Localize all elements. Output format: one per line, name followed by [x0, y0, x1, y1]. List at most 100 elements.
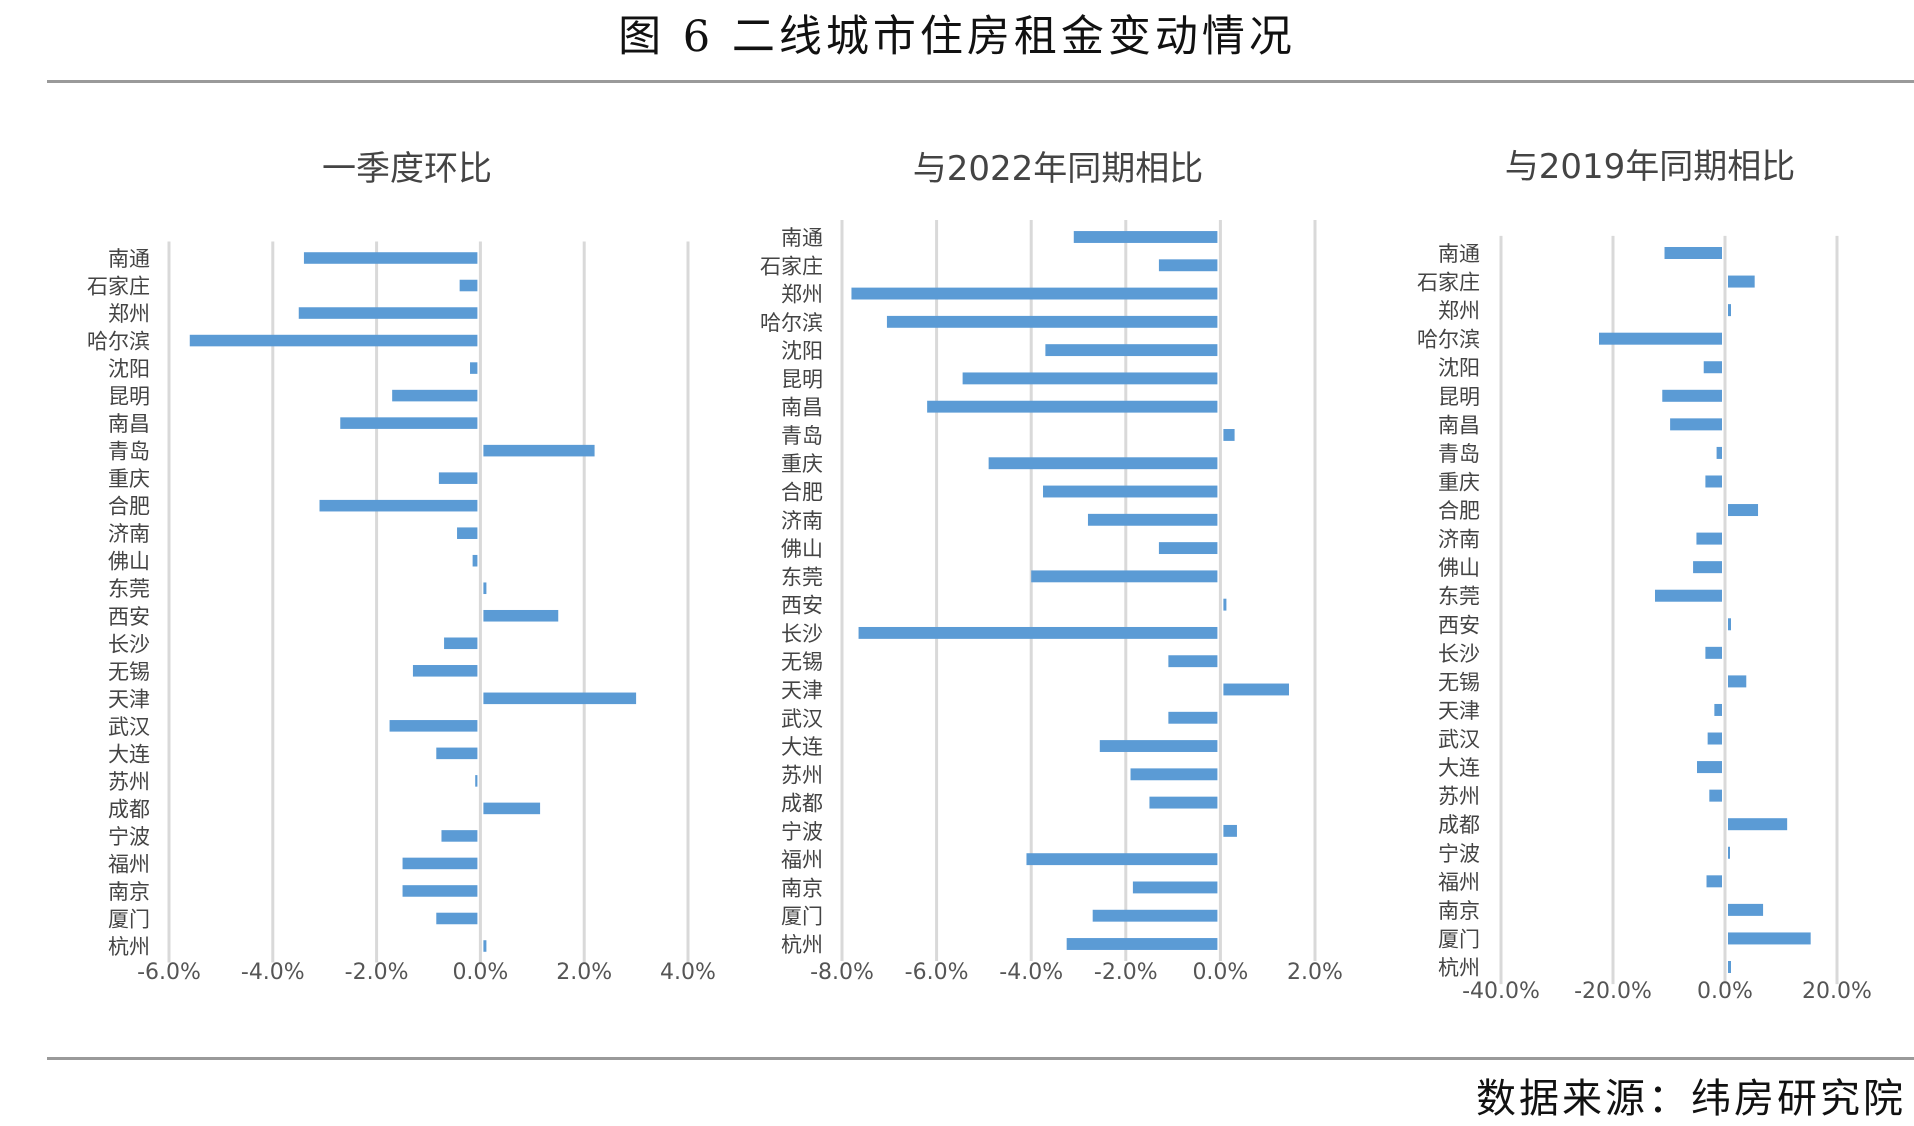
- chart-1-tick-label: 0.0%: [452, 960, 508, 985]
- chart-1-category-label: 哈尔滨: [87, 330, 150, 354]
- figure-title: 图 6 二线城市住房租金变动情况: [618, 12, 1296, 62]
- chart-3-bar: [1709, 789, 1722, 802]
- source-note: 数据来源：纬房研究院: [1476, 1076, 1906, 1122]
- chart-2-category-label: 哈尔滨: [760, 311, 823, 335]
- chart-2-bar: [1223, 429, 1235, 441]
- chart-3-bar: [1707, 732, 1722, 745]
- chart-1-bar: [402, 885, 478, 897]
- chart-3-tick-label: -20.0%: [1574, 979, 1652, 1004]
- chart-2-bar: [851, 287, 1218, 300]
- chart-2-bar: [1099, 740, 1218, 752]
- chart-1-bar: [483, 940, 487, 952]
- chart-3-bar: [1705, 646, 1722, 659]
- chart-1-category-label: 南京: [108, 880, 150, 904]
- chart-2-category-label: 南昌: [781, 396, 823, 420]
- chart-3-bar: [1599, 332, 1722, 345]
- chart-1-bar: [475, 775, 478, 787]
- chart-2-category-label: 宁波: [781, 820, 823, 844]
- chart-1-bar: [319, 499, 478, 512]
- chart-2-bar: [1223, 824, 1237, 837]
- chart-1-bar: [438, 472, 478, 484]
- chart-1-category-label: 厦门: [108, 907, 150, 931]
- chart-3-category-label: 南通: [1438, 242, 1480, 266]
- chart-3-bar: [1728, 932, 1811, 945]
- chart-1-bar: [444, 637, 478, 650]
- top-rule: [47, 80, 1914, 83]
- chart-3-category-label: 天津: [1438, 699, 1480, 723]
- chart-1-bar: [340, 417, 478, 429]
- chart-3-bar: [1664, 247, 1722, 259]
- chart-2-bar: [1031, 570, 1218, 583]
- chart-2-bar: [1092, 909, 1218, 922]
- chart-3-category-label: 东莞: [1438, 585, 1480, 609]
- chart-1-category-label: 长沙: [108, 632, 150, 656]
- chart-3-category-label: 南京: [1438, 899, 1480, 923]
- bottom-rule: [47, 1057, 1914, 1060]
- chart-3-category-label: 大连: [1438, 756, 1480, 780]
- chart-2-category-label: 西安: [781, 594, 823, 618]
- chart-3-bar: [1728, 304, 1731, 317]
- chart-1-tick-label: -4.0%: [241, 960, 305, 985]
- chart-1-category-label: 济南: [108, 522, 150, 546]
- chart-3-category-label: 宁波: [1438, 842, 1480, 866]
- chart-1-category-label: 南通: [108, 247, 150, 271]
- chart-1-bar: [436, 747, 478, 760]
- chart-2-tick-label: 0.0%: [1192, 960, 1248, 985]
- chart-2-category-label: 武汉: [781, 707, 823, 731]
- chart-2-bar: [962, 372, 1218, 385]
- chart-3-category-label: 郑州: [1438, 299, 1480, 323]
- chart-3-bar: [1728, 961, 1731, 973]
- chart-1-category-label: 重庆: [108, 467, 150, 491]
- chart-3-category-label: 南昌: [1438, 413, 1480, 437]
- chart-2-category-label: 厦门: [781, 905, 823, 929]
- chart-3-category-label: 沈阳: [1438, 356, 1480, 380]
- chart-2-bar: [1149, 796, 1218, 809]
- chart-2-bar: [1045, 344, 1218, 357]
- chart-3-category-label: 哈尔滨: [1417, 328, 1480, 352]
- chart-2-category-label: 南京: [781, 876, 823, 900]
- chart-2-bar: [1026, 853, 1218, 866]
- chart-2-category-label: 杭州: [781, 933, 823, 957]
- chart-3-bar: [1728, 818, 1788, 831]
- chart-3-category-label: 重庆: [1438, 470, 1480, 494]
- chart-1-bar: [472, 554, 478, 567]
- chart-1-category-label: 天津: [108, 687, 150, 711]
- chart-3-bar: [1655, 589, 1722, 602]
- chart-1-bar: [459, 279, 478, 292]
- chart-2-category-label: 福州: [781, 848, 823, 872]
- chart-1-category-label: 石家庄: [87, 275, 150, 299]
- chart-2-bar: [988, 457, 1218, 470]
- chart-2-category-label: 青岛: [781, 424, 823, 448]
- chart-1-category-label: 沈阳: [108, 357, 150, 381]
- chart-1-category-label: 青岛: [108, 440, 150, 464]
- chart-2-category-label: 合肥: [781, 481, 823, 505]
- chart-2-bar: [1158, 259, 1218, 272]
- chart-2-category-label: 佛山: [781, 537, 823, 561]
- chart-1-bar: [303, 252, 478, 264]
- chart-1-category-label: 郑州: [108, 302, 150, 326]
- chart-1-bar: [483, 692, 637, 705]
- chart-3-title: 与2019年同期相比: [1505, 147, 1796, 187]
- chart-1-category-label: 成都: [108, 797, 150, 821]
- chart-1-category-label: 南昌: [108, 412, 150, 436]
- chart-1-tick-label: 4.0%: [660, 960, 716, 985]
- chart-2-tick-label: 2.0%: [1287, 960, 1343, 985]
- chart-2-category-label: 重庆: [781, 452, 823, 476]
- chart-3-category-label: 佛山: [1438, 556, 1480, 580]
- chart-1-category-label: 昆明: [108, 385, 150, 409]
- chart-1-category-label: 武汉: [108, 715, 150, 739]
- chart-1-category-label: 无锡: [108, 660, 150, 684]
- chart-3-category-label: 成都: [1438, 813, 1480, 837]
- chart-2-bar: [1132, 881, 1218, 894]
- chart-1-category-label: 宁波: [108, 825, 150, 849]
- chart-2-category-label: 大连: [781, 735, 823, 759]
- chart-2-bar: [1087, 513, 1218, 526]
- chart-3-category-label: 苏州: [1438, 785, 1480, 809]
- chart-3-bar: [1728, 504, 1759, 517]
- chart-1-bar: [392, 389, 478, 402]
- chart-3-category-label: 福州: [1438, 870, 1480, 894]
- chart-2-category-label: 成都: [781, 792, 823, 816]
- chart-1-bar: [483, 582, 487, 595]
- chart-3-category-label: 无锡: [1438, 670, 1480, 694]
- chart-2-category-label: 南通: [781, 226, 823, 250]
